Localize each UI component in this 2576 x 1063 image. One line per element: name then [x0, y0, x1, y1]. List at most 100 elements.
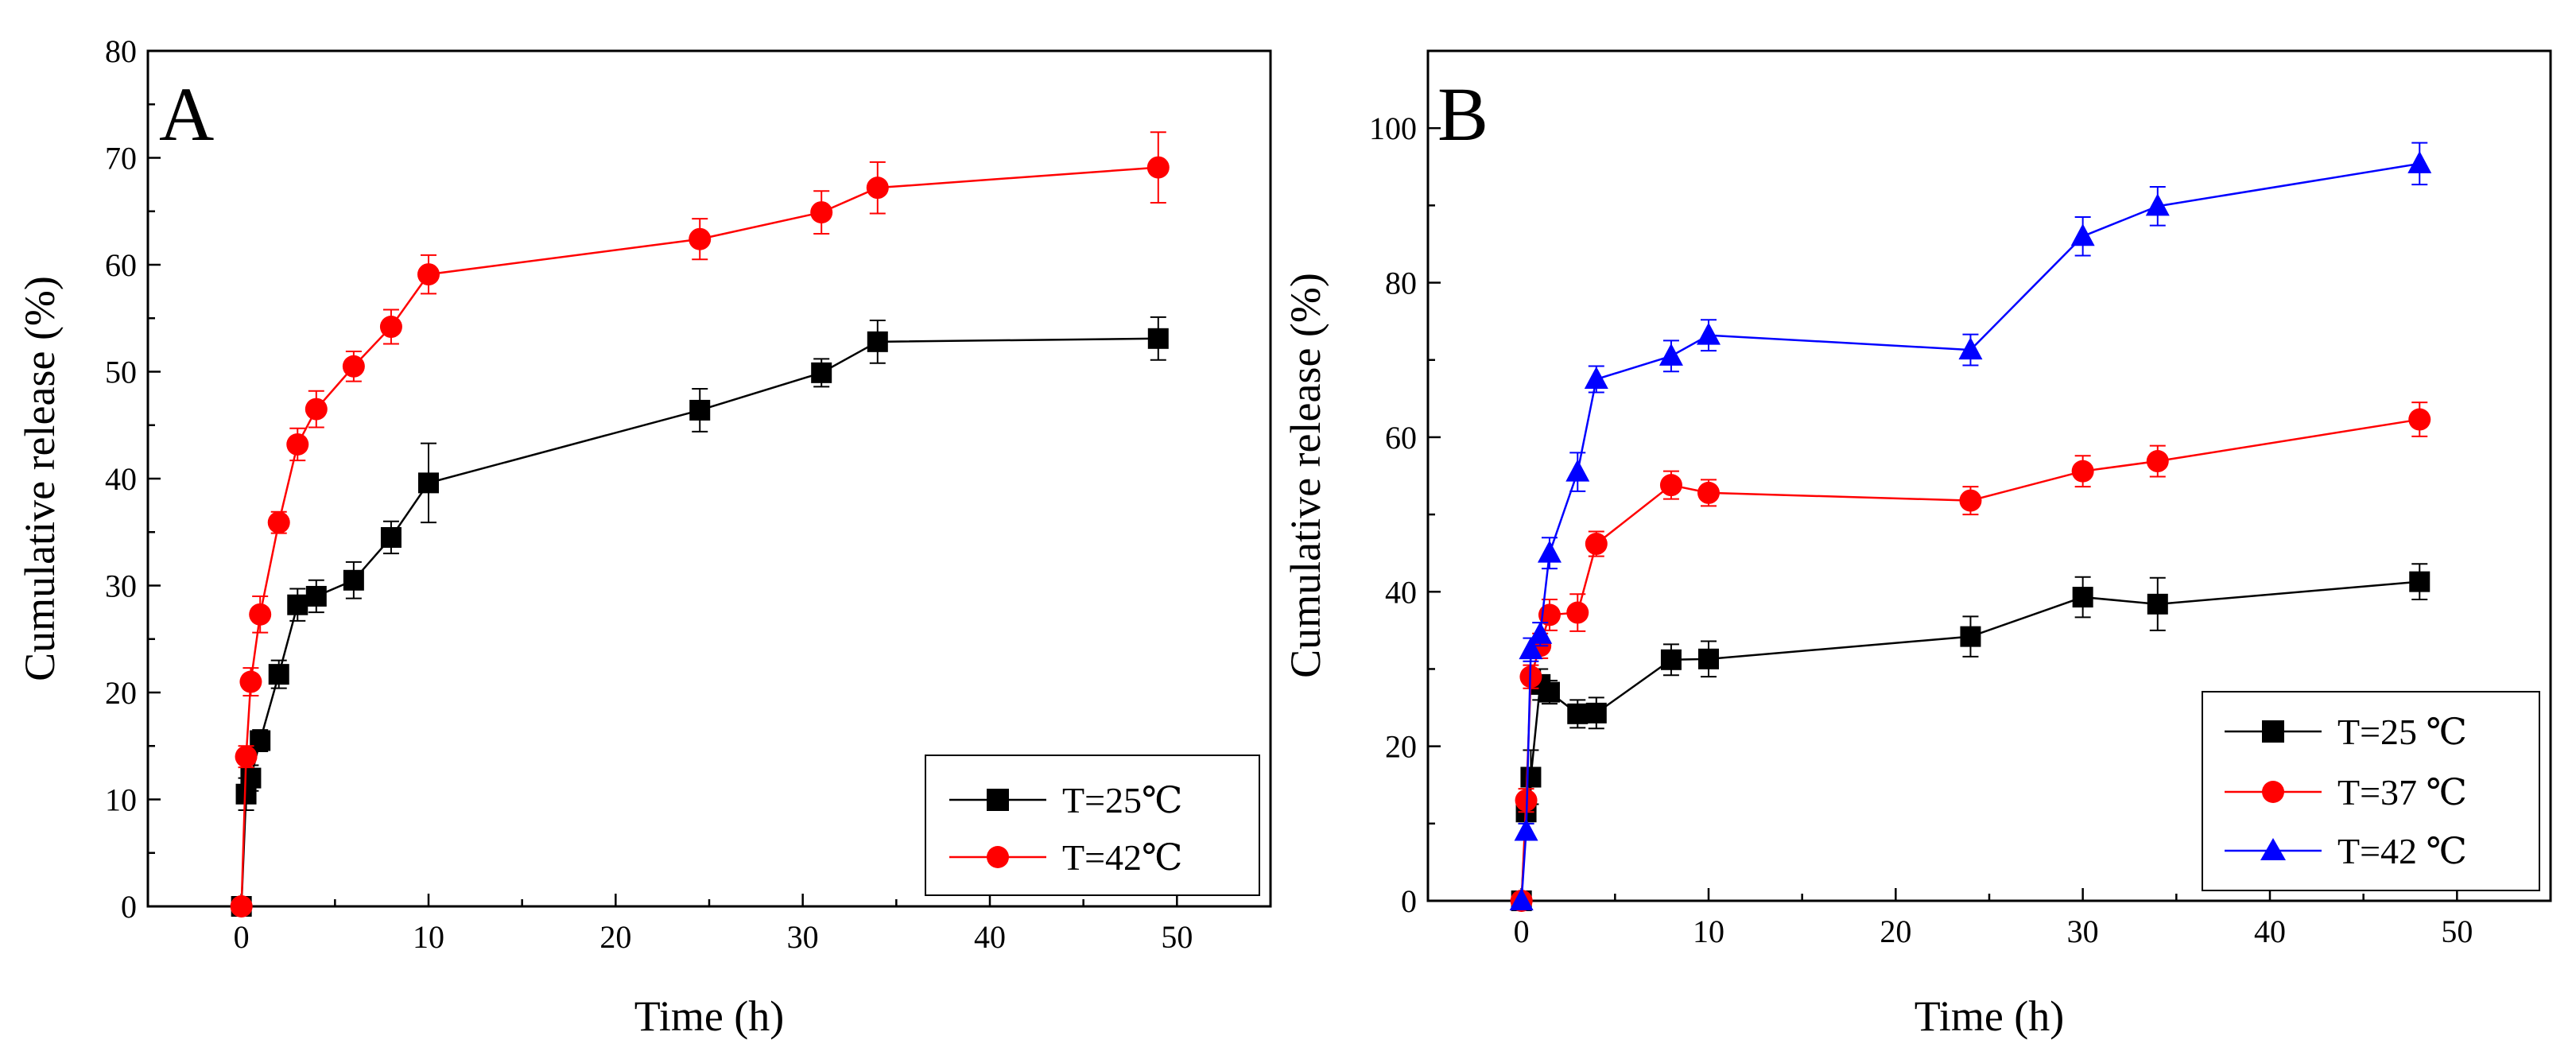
series-t25-point [287, 594, 308, 615]
series-t42-point [1537, 540, 1562, 563]
legend-label-25c: T=25 ℃ [2337, 712, 2467, 752]
series-t25-point [1538, 681, 1560, 703]
series-t37-point [2408, 408, 2431, 431]
panel-b-x-tick-label: 50 [2441, 914, 2473, 949]
series-t42-point [239, 670, 262, 693]
panel-b-letter: B [1437, 72, 1488, 157]
panel-a-x-tick-label: 20 [599, 919, 631, 955]
series-t42-point [249, 603, 272, 626]
panel-a-y-ticks: 0 10 20 30 40 50 60 70 80 [105, 33, 161, 925]
panel-a-legend-box [925, 755, 1260, 896]
panel-a-x-tick-label: 40 [974, 919, 1006, 955]
panel-b-x-tick-label: 10 [1693, 914, 1724, 949]
series-t42-point [2407, 150, 2432, 173]
legend-entry-25c: T=25℃ [949, 780, 1183, 821]
panel-a-y-tick-label: 40 [105, 461, 137, 497]
series-t42-point [1509, 888, 1534, 910]
legend-entry-42c: T=42℃ [949, 837, 1183, 878]
panel-a-series [230, 131, 1170, 918]
panel-a-y-tick-label: 20 [105, 675, 137, 711]
series-t42-point [1565, 459, 1590, 482]
series-t42-point [2145, 193, 2170, 216]
panel-b-series [1509, 142, 2432, 912]
series-t37-point [1585, 533, 1608, 556]
series-t37-point [1659, 474, 1682, 497]
series-t25-point [1960, 626, 1981, 647]
series-t25-point [305, 585, 327, 607]
series-t25-point [1698, 648, 1719, 669]
series-t42-point [305, 398, 328, 421]
series-t25-point [418, 472, 439, 494]
series-t42 [230, 131, 1170, 918]
series-t42-point [689, 227, 712, 250]
series-t25-point [380, 526, 402, 548]
panel-a-x-ticks: 0 10 20 30 40 50 [146, 894, 1272, 955]
panel-a-y-tick-label: 50 [105, 355, 137, 390]
panel-a-y-tick-label: 70 [105, 141, 137, 177]
panel-b-y-tick-label: 100 [1369, 111, 1417, 146]
series-t25-point [1147, 328, 1169, 349]
panel-b-x-axis-title: Time (h) [1915, 992, 2065, 1040]
series-t25-point [2409, 571, 2431, 592]
panel-b-x-ticks: 0 10 20 30 40 50 [1426, 888, 2552, 949]
panel-b-y-tick-label: 60 [1385, 420, 1417, 456]
panel-a-y-tick-label: 60 [105, 247, 137, 283]
series-t42-point [417, 263, 440, 286]
legend-entry-25c: T=25 ℃ [2225, 712, 2467, 752]
series-t25-point [1567, 703, 1589, 724]
legend-label-37c: T=37 ℃ [2337, 772, 2467, 813]
series-t37-point [2146, 450, 2169, 473]
panel-a-x-tick-label: 0 [234, 919, 250, 955]
panel-b-y-tick-label: 0 [1401, 883, 1417, 919]
series-t42-point [2070, 223, 2095, 246]
series-t42-point [286, 433, 309, 456]
series-t37-point [2071, 460, 2094, 483]
series-t42-point [235, 745, 258, 768]
panel-b: 0 10 20 30 40 50 0 20 40 60 80 100 B Time (h) Cumu… [1282, 49, 2552, 1040]
series-t42-point [1519, 637, 1543, 660]
panel-a-y-axis-title: Cumulative release (%) [16, 276, 64, 681]
series-t37-point [1697, 481, 1720, 504]
series-t42-point [342, 355, 365, 378]
panel-a-x-tick-label: 30 [787, 919, 819, 955]
series-t42-point [810, 201, 833, 224]
panel-a-y-tick-label: 0 [121, 889, 137, 925]
panel-a-x-axis-title: Time (h) [634, 992, 785, 1040]
series-t42-point [1697, 322, 1721, 345]
series-t25-point [811, 362, 832, 383]
legend-entry-42c: T=42 ℃ [2225, 831, 2467, 871]
legend-label-42c: T=42℃ [1062, 837, 1183, 878]
series-t25-point [689, 399, 711, 421]
series-t25-point [867, 331, 888, 352]
series-t42-point [1584, 367, 1608, 390]
panel-a-x-tick-label: 50 [1161, 919, 1193, 955]
panel-a-y-tick-label: 10 [105, 782, 137, 818]
series-t25-point [250, 730, 271, 751]
series-t42 [1509, 142, 2432, 910]
series-t42-point [1514, 818, 1538, 841]
series-t42-point [230, 895, 253, 918]
series-t25-point [1660, 649, 1682, 670]
panel-b-y-ticks: 0 20 40 60 80 100 [1369, 49, 1441, 919]
panel-a-y-tick-label: 80 [105, 33, 137, 69]
series-t25-point [2147, 593, 2168, 615]
series-t42-point [267, 511, 290, 534]
panel-b-x-tick-label: 30 [2067, 914, 2099, 949]
series-t37-point [1959, 489, 1982, 512]
panel-b-y-axis-title: Cumulative release (%) [1282, 273, 1329, 678]
panel-b-y-tick-label: 40 [1385, 574, 1417, 610]
series-t37-point [1566, 601, 1589, 624]
series-t42-point [866, 177, 889, 200]
series-t25-point [268, 664, 289, 685]
panel-b-x-tick-label: 0 [1514, 914, 1530, 949]
series-t25-point [343, 569, 364, 591]
panel-b-y-tick-label: 80 [1385, 266, 1417, 301]
panel-b-x-tick-label: 40 [2254, 914, 2286, 949]
series-t25-point [240, 767, 262, 789]
series-t42-point [1658, 343, 1683, 366]
legend-label-42c: T=42 ℃ [2337, 831, 2467, 871]
series-t42-point [1528, 621, 1553, 644]
series-t25-point [1585, 702, 1607, 724]
